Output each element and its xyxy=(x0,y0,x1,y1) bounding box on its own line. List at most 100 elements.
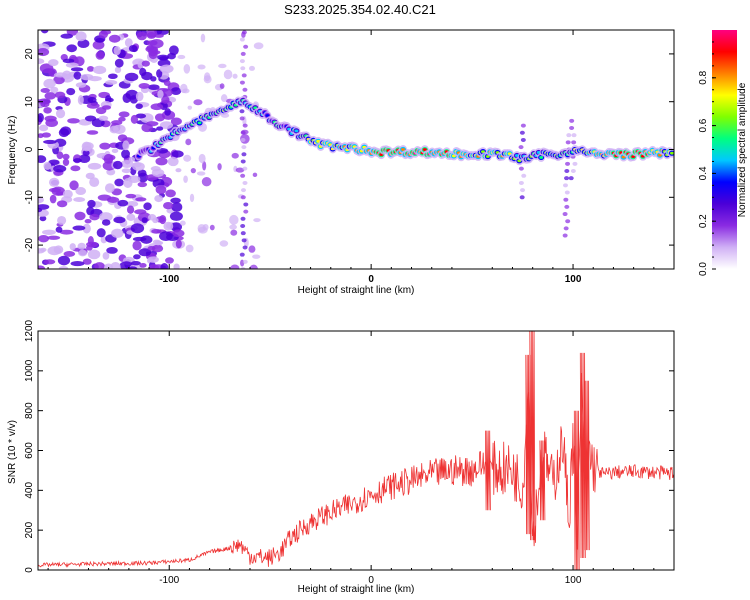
noise-blob xyxy=(170,222,183,232)
noise-blob xyxy=(66,87,76,96)
noise-blob xyxy=(101,219,111,226)
noise-blob xyxy=(152,217,159,224)
noise-blob xyxy=(95,37,105,43)
noise-blob xyxy=(521,173,527,178)
noise-blob xyxy=(164,108,171,116)
noise-blob xyxy=(137,181,148,188)
noise-blob xyxy=(119,261,133,269)
noise-blob xyxy=(252,172,258,178)
noise-blob xyxy=(241,145,247,150)
noise-blob xyxy=(87,162,102,170)
spectrogram-x-label: Height of straight line (km) xyxy=(298,285,415,296)
noise-blob xyxy=(78,249,88,257)
noise-blob xyxy=(239,37,245,42)
noise-blob xyxy=(132,240,142,251)
noise-blob xyxy=(84,219,92,224)
noise-blob xyxy=(128,45,138,52)
noise-blob xyxy=(171,150,184,158)
noise-blob xyxy=(113,216,126,224)
noise-blob xyxy=(229,214,239,225)
noise-blob xyxy=(89,177,100,187)
noise-blob xyxy=(252,254,261,259)
noise-blob xyxy=(128,156,136,163)
noise-blob xyxy=(111,120,123,126)
noise-blob xyxy=(170,87,182,95)
noise-blob xyxy=(155,185,167,195)
noise-blob xyxy=(223,69,233,80)
noise-blob xyxy=(565,219,571,224)
noise-blob xyxy=(95,51,105,60)
spectrogram-y-label: Frequency (Hz) xyxy=(7,116,18,185)
noise-blob xyxy=(111,148,119,154)
noise-blob xyxy=(43,259,56,265)
noise-blob xyxy=(177,54,186,60)
colorbar: 0.0 0.2 0.4 0.6 0.8 Normalized spectral ampl… xyxy=(698,30,748,276)
noise-blob xyxy=(126,205,135,214)
noise-blob xyxy=(86,130,99,135)
noise-blob xyxy=(235,167,245,173)
snr-panel: -100 0 100 0 200 400 600 800 1000 1200 Height of… xyxy=(7,319,675,595)
noise-blob xyxy=(43,162,52,170)
noise-blob xyxy=(114,58,124,68)
noise-blob xyxy=(159,214,167,225)
noise-blob xyxy=(51,186,66,196)
noise-blob xyxy=(106,196,120,203)
noise-blob xyxy=(239,109,245,114)
noise-blob xyxy=(146,121,159,127)
noise-blob xyxy=(187,105,193,110)
noise-blob xyxy=(133,254,141,260)
x-tick-label: -100 xyxy=(159,575,179,586)
noise-blob xyxy=(163,221,174,231)
noise-blob xyxy=(240,195,246,200)
noise-blob xyxy=(518,180,524,185)
noise-blob xyxy=(190,167,196,174)
noise-blob xyxy=(253,42,264,50)
noise-blob xyxy=(81,141,92,152)
noise-blob xyxy=(62,189,73,199)
noise-blob xyxy=(43,78,56,89)
noise-blob xyxy=(65,62,79,68)
noise-blob xyxy=(248,245,256,253)
noise-blob xyxy=(249,264,258,269)
noise-blob xyxy=(163,80,171,86)
noise-blob xyxy=(146,30,158,38)
x-tick-label: 100 xyxy=(565,274,582,285)
noise-blob xyxy=(136,31,148,41)
snr-spike xyxy=(525,354,532,535)
y-tick-label: -20 xyxy=(24,237,35,252)
noise-blob xyxy=(124,38,133,48)
noise-blob xyxy=(230,229,238,236)
noise-blob xyxy=(39,215,47,222)
noise-blob xyxy=(242,166,248,171)
noise-blob xyxy=(137,172,149,183)
noise-blob xyxy=(200,33,206,43)
noise-blob xyxy=(243,209,249,214)
noise-blob xyxy=(38,133,44,139)
noise-blob xyxy=(43,139,57,145)
noise-blob xyxy=(48,59,59,67)
noise-blob xyxy=(175,168,182,173)
noise-blob xyxy=(38,124,49,132)
noise-blob xyxy=(38,265,46,269)
noise-blob xyxy=(159,64,174,74)
noise-blob xyxy=(219,83,225,89)
noise-blob xyxy=(183,175,188,183)
noise-blob xyxy=(571,133,577,138)
noise-blob xyxy=(154,194,164,203)
noise-blob xyxy=(148,50,158,60)
noise-blob xyxy=(121,168,132,174)
noise-blob xyxy=(209,224,215,231)
colorbar-label: Normalized spectral amplitude xyxy=(737,82,748,217)
colorbar-gradient xyxy=(712,30,737,269)
noise-blob xyxy=(564,169,570,174)
noise-blob xyxy=(96,228,106,238)
noise-blob xyxy=(163,201,174,210)
noise-blob xyxy=(193,99,203,106)
noise-blob xyxy=(39,247,47,252)
noise-blob xyxy=(43,107,52,114)
noise-blob xyxy=(240,173,246,178)
noise-blob xyxy=(240,66,246,71)
spectrogram-marks xyxy=(38,30,674,269)
ridge-core xyxy=(422,148,427,151)
colorbar-ticks: 0.0 0.2 0.4 0.6 0.8 xyxy=(698,41,716,276)
